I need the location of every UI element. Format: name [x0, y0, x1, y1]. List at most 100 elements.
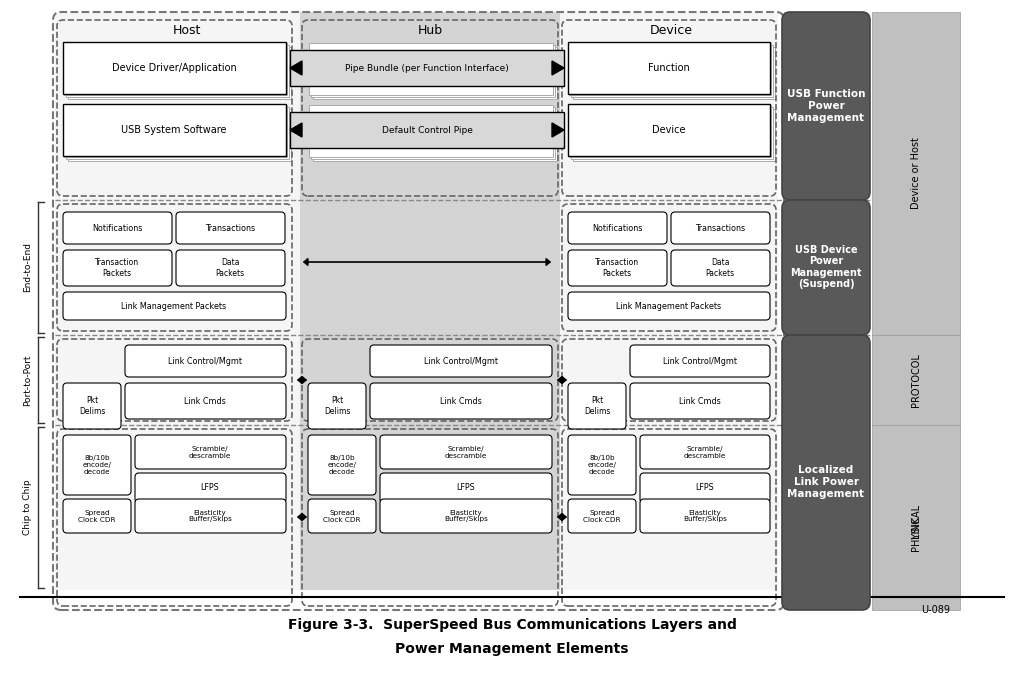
FancyBboxPatch shape [63, 499, 131, 533]
Text: Pkt
Delims: Pkt Delims [584, 396, 610, 416]
Text: Device: Device [652, 125, 686, 135]
FancyBboxPatch shape [568, 383, 626, 429]
Bar [573, 109, 775, 161]
Text: Default Control Pipe: Default Control Pipe [382, 126, 472, 135]
Bar [313, 47, 557, 99]
FancyBboxPatch shape [308, 435, 376, 495]
Text: Link Control/Mgmt: Link Control/Mgmt [663, 357, 737, 366]
FancyBboxPatch shape [380, 473, 552, 503]
Text: Chip to Chip: Chip to Chip [24, 479, 33, 535]
Text: Function: Function [648, 63, 690, 73]
Text: Elasticity
Buffer/Skips: Elasticity Buffer/Skips [444, 509, 488, 523]
Text: PHYSICAL: PHYSICAL [911, 503, 921, 550]
Text: Hub: Hub [418, 24, 442, 37]
Text: End-to-End: End-to-End [24, 242, 33, 292]
Text: Link Management Packets: Link Management Packets [616, 301, 722, 310]
Text: Power Management Elements: Power Management Elements [395, 642, 629, 656]
FancyBboxPatch shape [782, 200, 870, 335]
FancyBboxPatch shape [640, 499, 770, 533]
FancyBboxPatch shape [63, 212, 172, 244]
Bar [66, 107, 289, 159]
Bar [309, 43, 553, 95]
Bar [872, 425, 961, 610]
FancyBboxPatch shape [63, 292, 286, 320]
Text: Link Cmds: Link Cmds [679, 396, 721, 405]
Text: LINK: LINK [911, 516, 921, 538]
Bar [63, 104, 286, 156]
Text: USB Device
Power
Management
(Suspend): USB Device Power Management (Suspend) [791, 244, 862, 289]
Bar [63, 105, 287, 157]
FancyBboxPatch shape [308, 499, 376, 533]
Text: Link Cmds: Link Cmds [184, 396, 226, 405]
FancyBboxPatch shape [176, 250, 285, 286]
Bar [569, 105, 771, 157]
FancyBboxPatch shape [63, 383, 121, 429]
Text: Notifications: Notifications [592, 223, 642, 232]
Text: Device or Host: Device or Host [911, 137, 921, 209]
Text: Elasticity
Buffer/Skips: Elasticity Buffer/Skips [683, 509, 727, 523]
Text: Port-to-Port: Port-to-Port [24, 354, 33, 406]
Text: Link Cmds: Link Cmds [440, 396, 482, 405]
Text: Device Driver/Application: Device Driver/Application [112, 63, 237, 73]
Bar [311, 107, 555, 159]
FancyBboxPatch shape [782, 12, 870, 200]
Text: 8b/10b
encode/
decode: 8b/10b encode/ decode [83, 455, 112, 475]
Text: Spread
Clock CDR: Spread Clock CDR [584, 509, 621, 523]
Text: U-089: U-089 [921, 605, 950, 615]
Polygon shape [552, 61, 564, 75]
FancyBboxPatch shape [568, 292, 770, 320]
FancyBboxPatch shape [640, 435, 770, 469]
Text: Notifications: Notifications [92, 223, 142, 232]
Bar [872, 12, 961, 335]
Text: Data
Packets: Data Packets [215, 258, 245, 278]
FancyBboxPatch shape [568, 499, 636, 533]
Bar [68, 109, 291, 161]
Text: Link Management Packets: Link Management Packets [122, 301, 226, 310]
Bar [290, 50, 564, 86]
Text: Device: Device [649, 24, 692, 37]
Text: Scramble/
descramble: Scramble/ descramble [444, 446, 487, 459]
FancyBboxPatch shape [308, 383, 366, 429]
Text: Pkt
Delims: Pkt Delims [79, 396, 105, 416]
Bar [311, 45, 555, 97]
Polygon shape [290, 123, 302, 137]
Bar [872, 335, 961, 425]
Text: Link Control/Mgmt: Link Control/Mgmt [168, 357, 242, 366]
FancyBboxPatch shape [125, 345, 286, 377]
Text: LFPS: LFPS [695, 484, 715, 493]
Bar [569, 43, 771, 95]
Text: LFPS: LFPS [457, 484, 475, 493]
Bar [300, 12, 560, 590]
Bar [568, 42, 770, 94]
FancyBboxPatch shape [568, 250, 667, 286]
FancyBboxPatch shape [782, 335, 870, 610]
Text: Figure 3-3.  SuperSpeed Bus Communications Layers and: Figure 3-3. SuperSpeed Bus Communication… [288, 618, 736, 632]
Text: Transaction
Packets: Transaction Packets [595, 258, 639, 278]
Bar [66, 45, 289, 97]
Text: USB System Software: USB System Software [121, 125, 226, 135]
FancyBboxPatch shape [63, 435, 131, 495]
FancyBboxPatch shape [671, 212, 770, 244]
FancyBboxPatch shape [125, 383, 286, 419]
Text: USB Function
Power
Management: USB Function Power Management [786, 90, 865, 123]
FancyBboxPatch shape [568, 435, 636, 495]
Text: Spread
Clock CDR: Spread Clock CDR [78, 509, 116, 523]
FancyBboxPatch shape [630, 345, 770, 377]
Text: Scramble/
descramble: Scramble/ descramble [188, 446, 231, 459]
Text: Link Control/Mgmt: Link Control/Mgmt [424, 357, 498, 366]
Bar [63, 43, 287, 95]
FancyBboxPatch shape [370, 383, 552, 419]
Text: Transaction
Packets: Transaction Packets [95, 258, 139, 278]
Text: Host: Host [173, 24, 201, 37]
FancyBboxPatch shape [176, 212, 285, 244]
Bar [568, 104, 770, 156]
FancyBboxPatch shape [135, 473, 286, 503]
FancyBboxPatch shape [568, 212, 667, 244]
FancyBboxPatch shape [135, 499, 286, 533]
Text: Elasticity
Buffer/Skips: Elasticity Buffer/Skips [188, 509, 232, 523]
Text: Localized
Link Power
Management: Localized Link Power Management [787, 466, 864, 498]
Text: Transactions: Transactions [205, 223, 255, 232]
FancyBboxPatch shape [640, 473, 770, 503]
Text: Pkt
Delims: Pkt Delims [324, 396, 350, 416]
Text: Transactions: Transactions [695, 223, 745, 232]
